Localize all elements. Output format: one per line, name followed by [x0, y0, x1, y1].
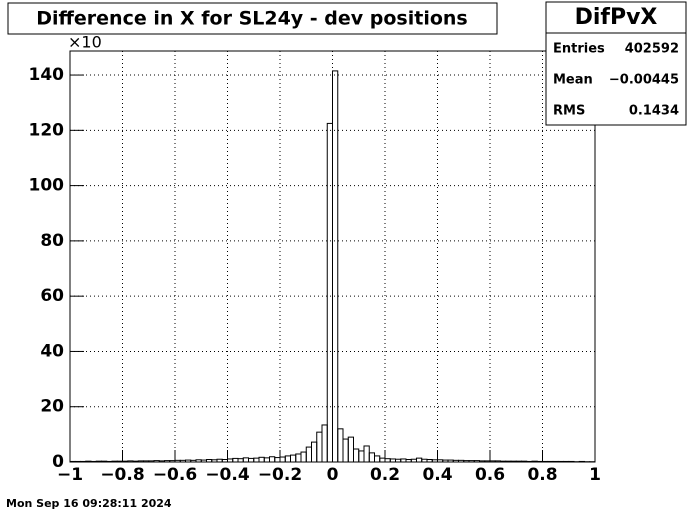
y-tick-label: 140	[29, 65, 65, 85]
y-multiplier: ×10	[68, 33, 102, 52]
stats-value: 402592	[625, 42, 679, 57]
x-tick-label: −0.8	[100, 465, 144, 485]
footer-date: Mon Sep 16 09:28:11 2024	[6, 497, 172, 510]
x-tick-label: 0.2	[370, 465, 400, 485]
stats-label: Mean	[553, 73, 593, 88]
y-tick-label: 20	[40, 397, 64, 417]
y-tick-label: 60	[40, 286, 64, 306]
plot-border	[69, 50, 596, 463]
x-tick-label: −0.4	[205, 465, 250, 485]
x-tick-label: 0.6	[475, 465, 505, 485]
title-box	[7, 2, 498, 35]
y-tick-label: 80	[40, 231, 64, 251]
x-tick-label: 1	[589, 465, 601, 485]
x-tick-label: −0.2	[258, 465, 302, 485]
x-tick-label: 0.8	[527, 465, 557, 485]
x-tick-label: −1	[57, 465, 83, 485]
stats-box: DifPvX Entries 402592 Mean −0.00445 RMS …	[545, 1, 687, 126]
stats-value: −0.00445	[609, 73, 679, 88]
x-tick-label: −0.6	[153, 465, 197, 485]
chart-title: Difference in X for SL24y - dev position…	[36, 8, 468, 30]
stats-frame	[545, 1, 687, 126]
y-tick-label: 40	[40, 341, 64, 361]
stats-value: 0.1434	[629, 104, 679, 119]
y-tick-label: 120	[29, 120, 65, 140]
stats-title: DifPvX	[575, 5, 658, 30]
plot-area: −1 −0.8 −0.6 −0.4 −0.2 0 0.2 0.4 0.6 0.8 1 0 20 40 60 8…	[29, 50, 601, 485]
stats-label: RMS	[553, 104, 585, 119]
y-tick-label: 100	[29, 176, 65, 196]
x-tick-label: 0.4	[422, 465, 452, 485]
stats-label: Entries	[553, 42, 605, 57]
y-tick-label: 0	[52, 452, 64, 472]
x-tick-label: 0	[327, 465, 339, 485]
